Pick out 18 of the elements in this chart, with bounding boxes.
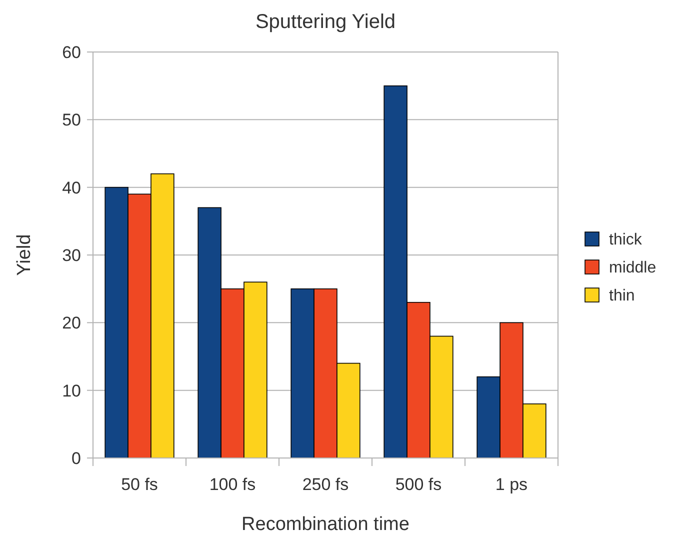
y-tick-label: 10	[62, 381, 81, 400]
x-tick-label: 50 fs	[121, 475, 158, 494]
y-tick-label: 0	[72, 448, 81, 468]
y-tick-label: 30	[62, 246, 81, 265]
legend-label: middle	[609, 260, 656, 277]
x-axis-title: Recombination time	[242, 514, 410, 535]
chart-title: Sputtering Yield	[255, 11, 396, 33]
legend-label: thick	[609, 232, 643, 249]
legend-label: thin	[609, 288, 635, 305]
y-tick-label: 20	[62, 314, 81, 333]
y-axis-title: Yield	[14, 234, 35, 276]
x-tick-label: 1 ps	[495, 475, 528, 494]
x-tick-label: 500 fs	[395, 475, 442, 494]
y-tick-label: 40	[62, 178, 81, 198]
x-tick-label: 250 fs	[302, 475, 349, 494]
y-tick-label: 50	[62, 110, 81, 130]
y-tick-label: 60	[62, 42, 81, 62]
x-tick-label: 100 fs	[209, 475, 256, 494]
